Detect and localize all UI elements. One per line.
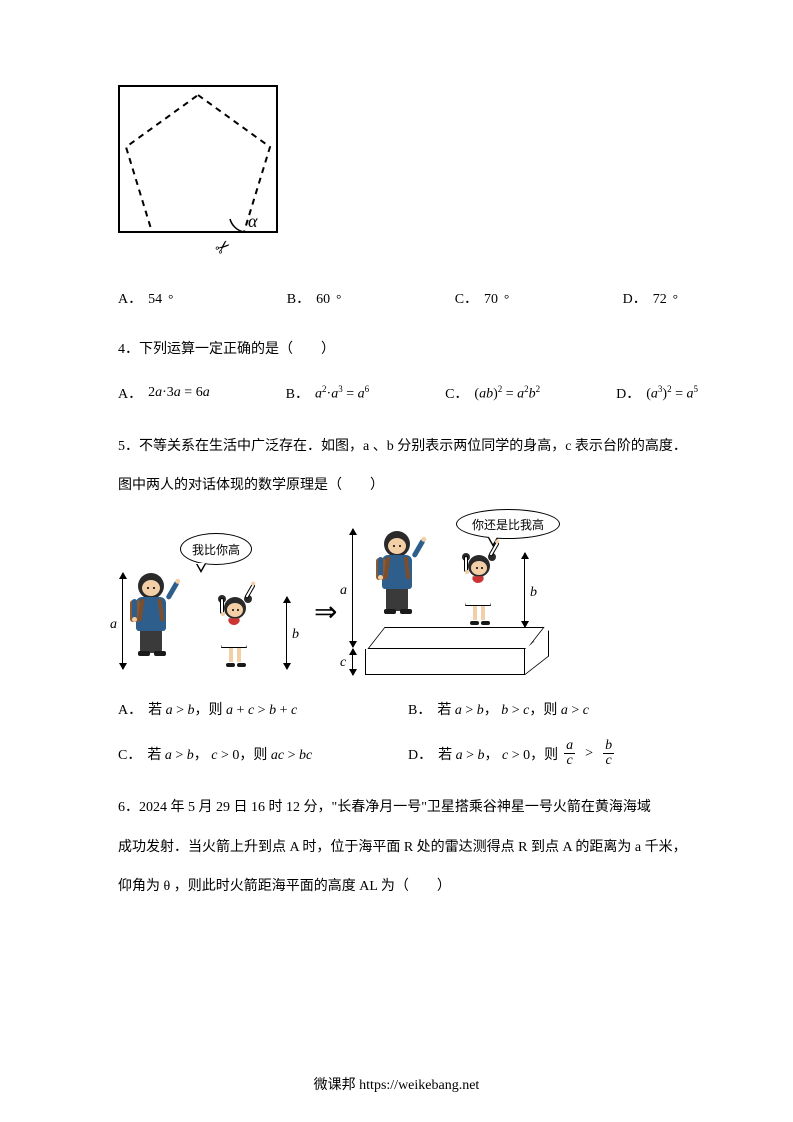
opt-label: C．: [445, 383, 468, 403]
arrow-icon: ⇒: [314, 595, 337, 629]
q3-option-b: B． 60 °: [287, 288, 342, 308]
boy-legs: [140, 631, 162, 653]
opt-value: 70: [484, 292, 498, 308]
girl-dress: [221, 618, 247, 648]
label-c: c: [340, 655, 346, 671]
speech-text: 我比你高: [192, 541, 240, 558]
opt-expr: 若 a > b， b > c，则 a > c: [437, 699, 589, 719]
q5-options: A． 若 a > b，则 a + c > b + c B． 若 a > b， b…: [118, 699, 698, 768]
opt-label: D．: [623, 288, 647, 308]
speech-tail-left: [196, 564, 206, 573]
label-a: a: [340, 583, 347, 599]
q3-option-d: D． 72 °: [623, 288, 678, 308]
girl-head: [224, 597, 246, 619]
opt-expr: 若 a > b， c > 0，则: [438, 744, 558, 764]
q4-text: 4．下列运算一定正确的是（ ）: [118, 332, 698, 367]
opt-expr: a2·a3 = a6: [315, 384, 369, 403]
q6-line1: 6．2024 年 5 月 29 日 16 时 12 分，"长春净月一号"卫星搭乘…: [118, 788, 698, 827]
boy-left: [138, 573, 164, 653]
boy-head: [138, 573, 164, 599]
degree-symbol: °: [504, 291, 509, 307]
boy-body: [136, 597, 166, 631]
boy-body: [382, 555, 412, 589]
q6-line2: 成功发射．当火箭上升到点 A 时，位于海平面 R 处的雷达测得点 R 到点 A …: [118, 828, 698, 867]
boy-right: [384, 531, 410, 611]
opt-label: B．: [286, 383, 309, 403]
opt-expr: 若 a > b，则 a + c > b + c: [148, 699, 297, 719]
opt-expr: 若 a > b， c > 0，则 ac > bc: [147, 744, 312, 764]
opt-label: C．: [455, 288, 478, 308]
girl-head: [468, 555, 490, 577]
frac-a-over-c: a c: [564, 739, 575, 768]
q6-line3: 仰角为 θ ，则此时火箭距海平面的高度 AL 为（ ）: [118, 867, 698, 906]
degree-symbol: °: [673, 291, 678, 307]
frac-den: c: [565, 754, 575, 768]
gt-symbol: >: [585, 746, 593, 762]
opt-label: A．: [118, 383, 142, 403]
page-content: α ✂ A． 54 ° B． 60 ° C． 70 ° D． 72 ° 4．下列运算一定…: [118, 85, 698, 906]
q5-scene-left: 我比你高 a b: [118, 537, 308, 677]
opt-value: 54: [148, 292, 162, 308]
platform: [360, 627, 560, 677]
opt-expr: (a3)2 = a5: [646, 384, 698, 403]
q5-option-c: C． 若 a > b， c > 0，则 ac > bc: [118, 739, 408, 768]
q3-option-c: C． 70 °: [455, 288, 510, 308]
dim-c-left: [352, 649, 353, 675]
q3-options: A． 54 ° B． 60 ° C． 70 ° D． 72 °: [118, 288, 678, 308]
speech-bubble-left: 我比你高: [180, 533, 252, 565]
frac-den: c: [603, 754, 613, 768]
degree-symbol: °: [168, 291, 173, 307]
opt-label: C．: [118, 744, 141, 764]
opt-value: 72: [653, 292, 667, 308]
dim-b-right: [524, 553, 525, 627]
girl-right: [468, 555, 490, 622]
q3-figure: α ✂: [118, 85, 282, 260]
girl-legs: [471, 606, 487, 622]
q5-option-a: A． 若 a > b，则 a + c > b + c: [118, 699, 408, 719]
boy-head: [384, 531, 410, 557]
boy-legs: [386, 589, 408, 611]
q4-option-a: A． 2a·3a = 6a: [118, 383, 210, 403]
q4-option-d: D． (a3)2 = a5: [616, 383, 698, 403]
q5-scene-right: 你还是比我高 a c b c: [348, 513, 618, 681]
q5-text: 5．不等关系在生活中广泛存在．如图，a 、b 分别表示两位同学的身高，c 表示台…: [118, 427, 698, 505]
q5-option-b: B． 若 a > b， b > c，则 a > c: [408, 699, 698, 719]
frac-num: b: [603, 739, 614, 753]
opt-expr: (ab)2 = a2b2: [474, 384, 540, 403]
girl-legs: [227, 648, 243, 664]
opt-label: A．: [118, 288, 142, 308]
label-b: b: [292, 627, 299, 643]
q5-option-d: D． 若 a > b， c > 0，则 a c > b c: [408, 739, 698, 768]
q5-figure: 我比你高 a b: [118, 513, 628, 685]
label-a: a: [110, 617, 117, 633]
opt-label: B．: [408, 699, 431, 719]
q4-options: A． 2a·3a = 6a B． a2·a3 = a6 C． (ab)2 = a…: [118, 383, 698, 403]
speech-text: 你还是比我高: [472, 516, 544, 533]
opt-value: 60: [316, 292, 330, 308]
girl-left: [224, 597, 246, 664]
opt-expr: 2a·3a = 6a: [148, 385, 210, 401]
opt-label: A．: [118, 699, 142, 719]
opt-label: D．: [408, 744, 432, 764]
dim-a-left: [122, 573, 123, 669]
frac-num: a: [564, 739, 575, 753]
dim-a-right: [352, 529, 353, 647]
alpha-label: α: [248, 211, 257, 232]
degree-symbol: °: [336, 291, 341, 307]
q4-option-b: B． a2·a3 = a6: [286, 383, 369, 403]
page-footer: 微课邦 https://weikebang.net: [0, 1074, 793, 1094]
frac-b-over-c: b c: [603, 739, 614, 768]
speech-bubble-right: 你还是比我高: [456, 509, 560, 539]
q4-option-c: C． (ab)2 = a2b2: [445, 383, 540, 403]
label-b: b: [530, 585, 537, 601]
opt-label: D．: [616, 383, 640, 403]
dim-b-left: [286, 597, 287, 669]
girl-dress: [465, 576, 491, 606]
q3-option-a: A． 54 °: [118, 288, 173, 308]
opt-label: B．: [287, 288, 310, 308]
